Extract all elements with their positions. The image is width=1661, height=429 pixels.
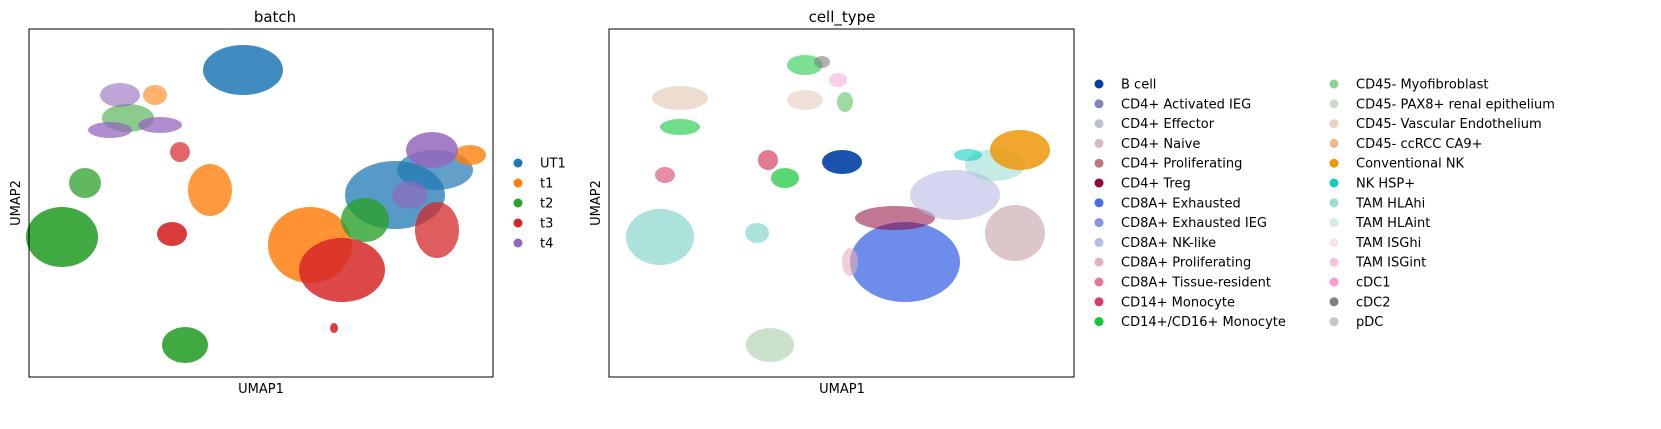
legend-label: t4 (540, 237, 553, 252)
legend-marker (1094, 237, 1104, 247)
legend-marker (1329, 297, 1339, 307)
legend-label: CD4+ Treg (1121, 177, 1191, 192)
legend-marker (1094, 218, 1104, 228)
legend-label: TAM ISGhi (1355, 236, 1421, 251)
batch-legend: UT1 t1 t2 t3 t4 (513, 157, 566, 252)
legend-marker (1329, 317, 1339, 327)
legend-label: CD14+ Monocyte (1121, 295, 1235, 310)
legend-marker (1094, 277, 1104, 287)
legend-label: CD4+ Effector (1121, 117, 1215, 132)
legend-marker (1329, 79, 1339, 89)
legend-marker (1094, 198, 1104, 208)
legend-marker (1329, 178, 1339, 188)
legend-marker (1329, 99, 1339, 109)
legend-label: CD4+ Activated IEG (1121, 97, 1251, 112)
legend-label: CD8A+ NK-like (1121, 236, 1216, 251)
legend-label: CD45- PAX8+ renal epithelium (1356, 97, 1555, 112)
legend-marker (1094, 178, 1104, 188)
legend-label: NK HSP+ (1356, 177, 1415, 192)
cell-type-legend: B cell CD4+ Activated IEG CD4+ Effector CD4… (1094, 78, 1555, 330)
cell-type-xlabel: UMAP1 (819, 382, 865, 397)
legend-label: CD14+/CD16+ Monocyte (1121, 315, 1286, 330)
legend-label: cDC2 (1356, 295, 1391, 310)
cell-type-panel: cell_type (589, 8, 1555, 397)
legend-marker (1329, 138, 1339, 148)
legend-marker (1329, 158, 1339, 168)
batch-title: batch (254, 8, 296, 26)
legend-label: UT1 (540, 157, 566, 172)
legend-marker (1329, 277, 1339, 287)
legend-marker (1094, 138, 1104, 148)
legend-label: t2 (540, 197, 553, 212)
legend-marker (513, 158, 523, 168)
legend-marker (513, 178, 523, 188)
legend-label: CD45- Vascular Endothelium (1356, 117, 1542, 132)
legend-label: TAM HLAhi (1355, 196, 1425, 211)
legend-label: CD45- Myofibroblast (1356, 78, 1488, 93)
legend-marker (1329, 119, 1339, 129)
legend-label: t1 (540, 177, 553, 192)
legend-marker (1094, 99, 1104, 109)
legend-label: CD8A+ Exhausted (1121, 196, 1241, 211)
cell-type-ylabel: UMAP2 (589, 180, 604, 226)
legend-label: TAM HLAint (1355, 216, 1430, 231)
batch-axes-frame (28, 28, 494, 378)
legend-label: B cell (1121, 78, 1156, 93)
legend-label: cDC1 (1356, 276, 1391, 291)
legend-label: CD45- ccRCC CA9+ (1356, 137, 1483, 152)
legend-label: Conventional NK (1356, 157, 1465, 172)
legend-marker (1094, 79, 1104, 89)
cell-type-clusters (626, 55, 1050, 362)
legend-marker (1329, 257, 1339, 267)
legend-label: TAM ISGint (1355, 256, 1426, 271)
legend-marker (1094, 317, 1104, 327)
legend-label: CD8A+ Tissue-resident (1121, 276, 1271, 291)
legend-marker (513, 238, 523, 248)
batch-panel: batch (9, 8, 566, 397)
legend-label: CD4+ Naive (1121, 137, 1200, 152)
legend-label: CD8A+ Proliferating (1121, 256, 1251, 271)
legend-marker (513, 218, 523, 228)
legend-marker (1329, 198, 1339, 208)
legend-label: pDC (1356, 315, 1383, 330)
legend-marker (1329, 237, 1339, 247)
legend-label: CD8A+ Exhausted IEG (1121, 216, 1267, 231)
cell-type-axes-frame (608, 28, 1075, 378)
legend-label: CD4+ Proliferating (1121, 157, 1242, 172)
legend-marker (1094, 257, 1104, 267)
batch-xlabel: UMAP1 (238, 382, 284, 397)
legend-marker (513, 198, 523, 208)
legend-marker (1094, 119, 1104, 129)
legend-marker (1094, 297, 1104, 307)
batch-clusters (26, 45, 486, 363)
legend-marker (1094, 158, 1104, 168)
cell-type-title: cell_type (809, 8, 876, 27)
legend-label: t3 (540, 217, 553, 232)
batch-ylabel: UMAP2 (9, 180, 24, 226)
legend-marker (1329, 218, 1339, 228)
